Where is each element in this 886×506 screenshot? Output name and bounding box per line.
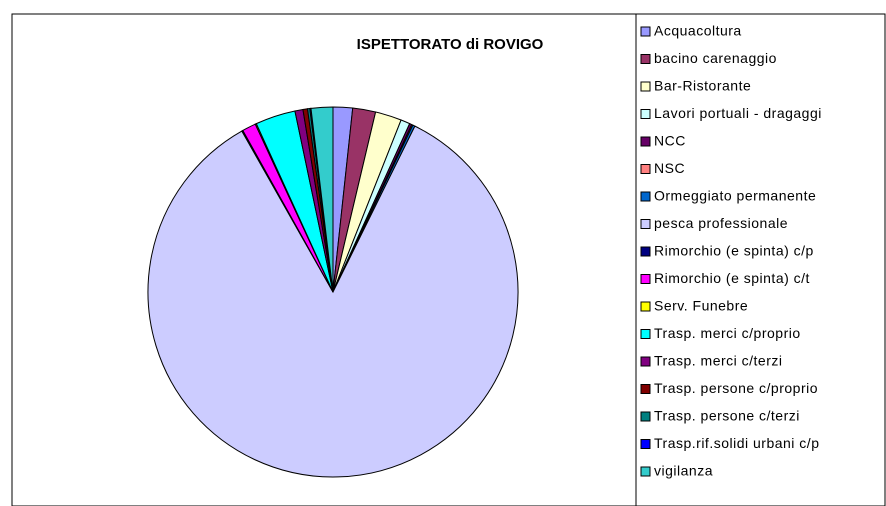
- legend-swatch: [640, 411, 651, 422]
- legend-swatch: [640, 466, 651, 477]
- legend-swatch: [640, 439, 651, 449]
- legend-label: Trasp. persone c/proprio: [654, 380, 818, 396]
- legend-label: Trasp. merci c/terzi: [654, 353, 783, 369]
- legend-swatch: [640, 54, 651, 64]
- legend-label: Trasp. merci c/proprio: [654, 325, 801, 341]
- legend-swatch: [640, 26, 651, 37]
- legend-label: Acquacoltura: [654, 23, 742, 39]
- legend-swatch: [640, 109, 651, 119]
- legend-box: [635, 13, 886, 506]
- legend-label: Trasp.rif.solidi urbani c/p: [654, 435, 819, 451]
- legend-swatch: [640, 81, 651, 92]
- legend-label: NCC: [654, 133, 686, 149]
- legend-swatch: [640, 301, 651, 312]
- legend-swatch: [640, 246, 651, 257]
- legend-swatch: [640, 219, 651, 229]
- legend-label: Ormeggiato permanente: [654, 188, 816, 204]
- legend-swatch: [640, 136, 651, 147]
- legend-label: Rimorchio (e spinta) c/t: [654, 270, 810, 286]
- legend-label: vigilanza: [654, 463, 713, 479]
- legend-label: Bar-Ristorante: [654, 78, 751, 94]
- pie-slice: [310, 106, 334, 293]
- legend-swatch: [640, 329, 651, 339]
- legend-swatch: [640, 164, 651, 174]
- legend-swatch: [640, 384, 651, 394]
- legend-label: NSC: [654, 160, 685, 176]
- pie-slice: [147, 125, 519, 478]
- legend-swatch: [640, 191, 651, 202]
- legend-label: Serv. Funebre: [654, 298, 748, 314]
- legend-swatch: [640, 274, 651, 284]
- legend-swatch: [640, 356, 651, 367]
- legend-label: Lavori portuali - dragaggi: [654, 105, 822, 121]
- legend-label: bacino carenaggio: [654, 50, 777, 66]
- legend-label: Trasp. persone c/terzi: [654, 408, 800, 424]
- legend-label: Rimorchio (e spinta) c/p: [654, 243, 814, 259]
- legend-label: pesca professionale: [654, 215, 788, 231]
- chart-title: ISPETTORATO di ROVIGO: [357, 36, 544, 53]
